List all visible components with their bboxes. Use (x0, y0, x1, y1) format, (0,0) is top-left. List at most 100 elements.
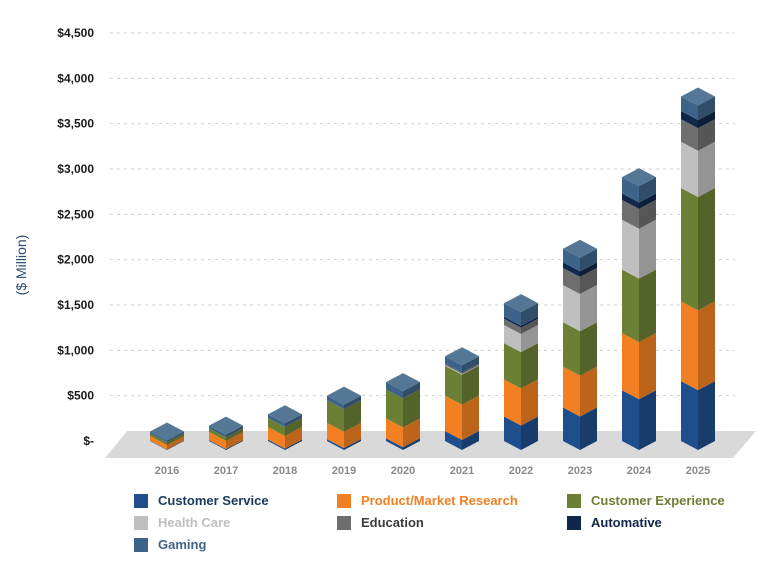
bar-segment (327, 400, 361, 432)
bar-face-left (622, 390, 639, 450)
bar-face-right (462, 431, 479, 450)
bar-top-cap (209, 416, 243, 435)
bar-face-left (268, 417, 285, 436)
bar-face-right (285, 417, 302, 436)
bar-face-right (285, 426, 302, 449)
bar-face-right (344, 400, 361, 432)
bar-face-left (150, 436, 167, 450)
bar-segment (681, 301, 715, 391)
y-tick-label: $500 (67, 389, 94, 403)
bar-face-right (639, 269, 656, 343)
y-tick-label: $1,500 (57, 298, 94, 312)
bar-face-right (698, 188, 715, 311)
bar-face-left (504, 379, 521, 426)
bar-segment (150, 436, 184, 450)
y-tick-label: $4,500 (57, 26, 94, 40)
bar-segment (563, 322, 597, 376)
bar-face-right (403, 418, 420, 448)
bar-segment (504, 324, 538, 353)
bar-face-left (504, 318, 521, 334)
bar-segment (386, 438, 420, 450)
bar-stack-2023 (563, 239, 597, 450)
bar-segment (445, 364, 479, 375)
bar-face-left (150, 440, 167, 450)
bar-segment (268, 426, 302, 449)
bar-face-left (622, 193, 639, 209)
bar-face-right (344, 395, 361, 410)
bar-top-cap (504, 294, 538, 313)
x-axis-ticks: 2016 2017 2018 2019 2020 2021 2022 2023 2024 2025 (155, 465, 710, 477)
bar-face-right (698, 141, 715, 198)
bar-stack-2017 (209, 416, 243, 450)
bar-face-left (681, 110, 698, 129)
bar-face-right (639, 193, 656, 209)
bar-face-right (462, 364, 479, 375)
bar-face-left (445, 363, 462, 373)
bar-face-right (698, 381, 715, 450)
bar-stack-2020 (386, 373, 420, 450)
bar-face-left (386, 438, 403, 450)
bar-face-left (563, 248, 580, 272)
bar-segment (445, 365, 479, 405)
bar-face-right (639, 177, 656, 203)
x-tick-label: 2024 (627, 465, 652, 477)
bar-face-left (445, 395, 462, 441)
bar-face-right (580, 285, 597, 332)
x-tick-label: 2020 (391, 465, 415, 477)
bar-face-right (698, 301, 715, 391)
bar-segment (445, 395, 479, 441)
bar-segment (563, 366, 597, 417)
bar-face-left (504, 303, 521, 326)
x-tick-label: 2018 (273, 465, 297, 477)
bar-segment (386, 418, 420, 448)
legend-item: Customer Service (134, 493, 269, 508)
bar-face-right (285, 439, 302, 450)
bar-segment (327, 422, 361, 449)
bar-face-left (386, 418, 403, 448)
bar-segment (681, 119, 715, 151)
bar-face-right (580, 248, 597, 272)
bar-face-right (462, 356, 479, 373)
bar-segment (563, 267, 597, 295)
bar-segment (386, 389, 420, 428)
bar-face-right (167, 431, 184, 443)
bar-face-right (580, 262, 597, 277)
bar-face-right (462, 363, 479, 374)
bar-face-right (226, 431, 243, 450)
legend-swatch (567, 493, 581, 508)
bar-top-cap (386, 373, 420, 392)
legend-swatch (134, 537, 148, 552)
bar-face-right (167, 433, 184, 446)
bar-face-right (344, 439, 361, 450)
bar-segment (209, 440, 243, 450)
bar-segment (327, 439, 361, 450)
bar-stack-2019 (327, 386, 361, 450)
bar-face-left (681, 141, 698, 198)
bar-stack-2021 (445, 347, 479, 450)
bar-face-left (386, 389, 403, 428)
bar-segment (681, 87, 715, 120)
bar-face-right (403, 438, 420, 450)
bar-segment (622, 390, 656, 450)
bar-segment (445, 431, 479, 450)
bar-segment (504, 416, 538, 450)
bar-segment (563, 239, 597, 272)
bar-face-right (521, 318, 538, 334)
bar-face-right (639, 219, 656, 279)
legend-label: Health Care (158, 515, 231, 530)
bar-segment (504, 294, 538, 326)
legend-item: Health Care (134, 515, 230, 530)
bar-segment (622, 333, 656, 400)
bar-face-right (226, 440, 243, 450)
bar-face-left (622, 177, 639, 203)
bar-segment (563, 262, 597, 277)
bar-face-right (580, 322, 597, 376)
bar-face-right (462, 365, 479, 405)
bar-face-left (563, 322, 580, 376)
bar-face-left (681, 301, 698, 391)
bar-face-right (403, 382, 420, 399)
bar-segment (150, 433, 184, 446)
bar-face-left (681, 96, 698, 120)
y-tick-label: $3,500 (57, 117, 94, 131)
bar-face-left (445, 365, 462, 405)
